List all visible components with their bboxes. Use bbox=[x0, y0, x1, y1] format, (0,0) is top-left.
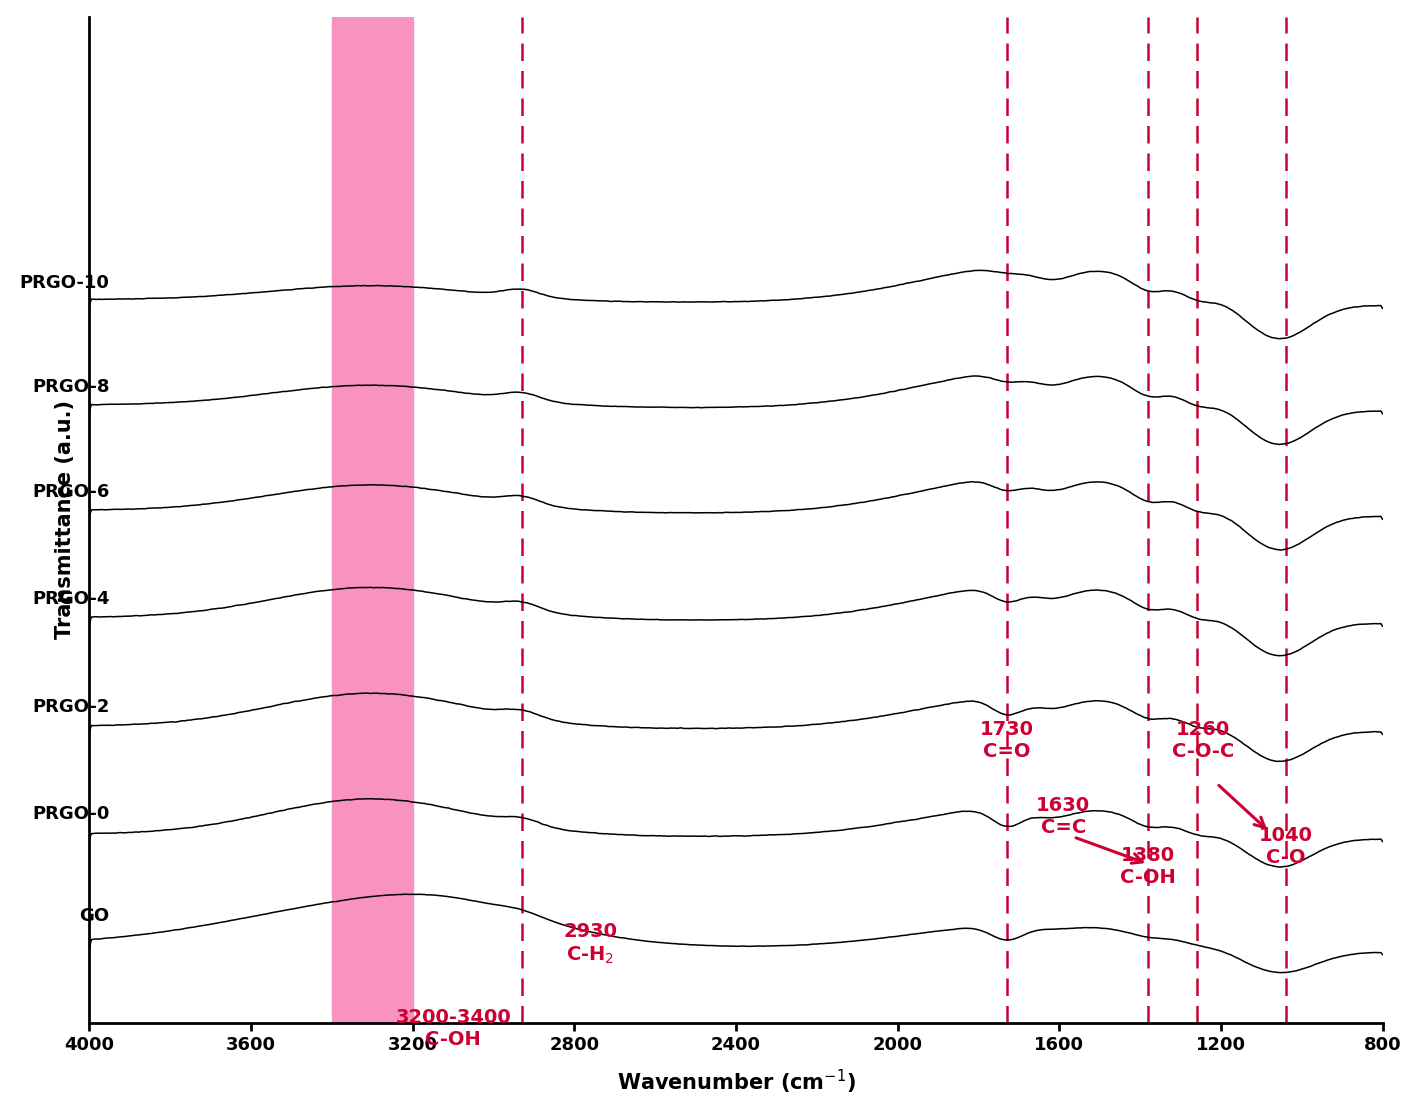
Text: PRGO-10: PRGO-10 bbox=[20, 274, 109, 292]
Text: 1040
C-O: 1040 C-O bbox=[1259, 826, 1313, 867]
Text: 3200-3400
C-OH: 3200-3400 C-OH bbox=[396, 1008, 510, 1048]
Bar bbox=[332, 17, 413, 1023]
Text: 1260
C-O-C: 1260 C-O-C bbox=[1171, 720, 1234, 761]
Text: 1380
C-OH: 1380 C-OH bbox=[1120, 846, 1176, 887]
Y-axis label: Transmittance (a.u.): Transmittance (a.u.) bbox=[55, 401, 75, 639]
Text: PRGO-0: PRGO-0 bbox=[33, 806, 109, 824]
Text: 2930
C-H$_2$: 2930 C-H$_2$ bbox=[563, 923, 617, 966]
Text: 1630
C=C: 1630 C=C bbox=[1037, 796, 1090, 837]
Text: GO: GO bbox=[79, 907, 109, 925]
Text: PRGO-2: PRGO-2 bbox=[33, 698, 109, 716]
Text: 1730
C=O: 1730 C=O bbox=[980, 720, 1034, 761]
X-axis label: Wavenumber (cm$^{-1}$): Wavenumber (cm$^{-1}$) bbox=[617, 1068, 855, 1096]
Text: PRGO-6: PRGO-6 bbox=[33, 483, 109, 501]
Text: PRGO-4: PRGO-4 bbox=[33, 590, 109, 608]
Text: PRGO-8: PRGO-8 bbox=[33, 378, 109, 396]
